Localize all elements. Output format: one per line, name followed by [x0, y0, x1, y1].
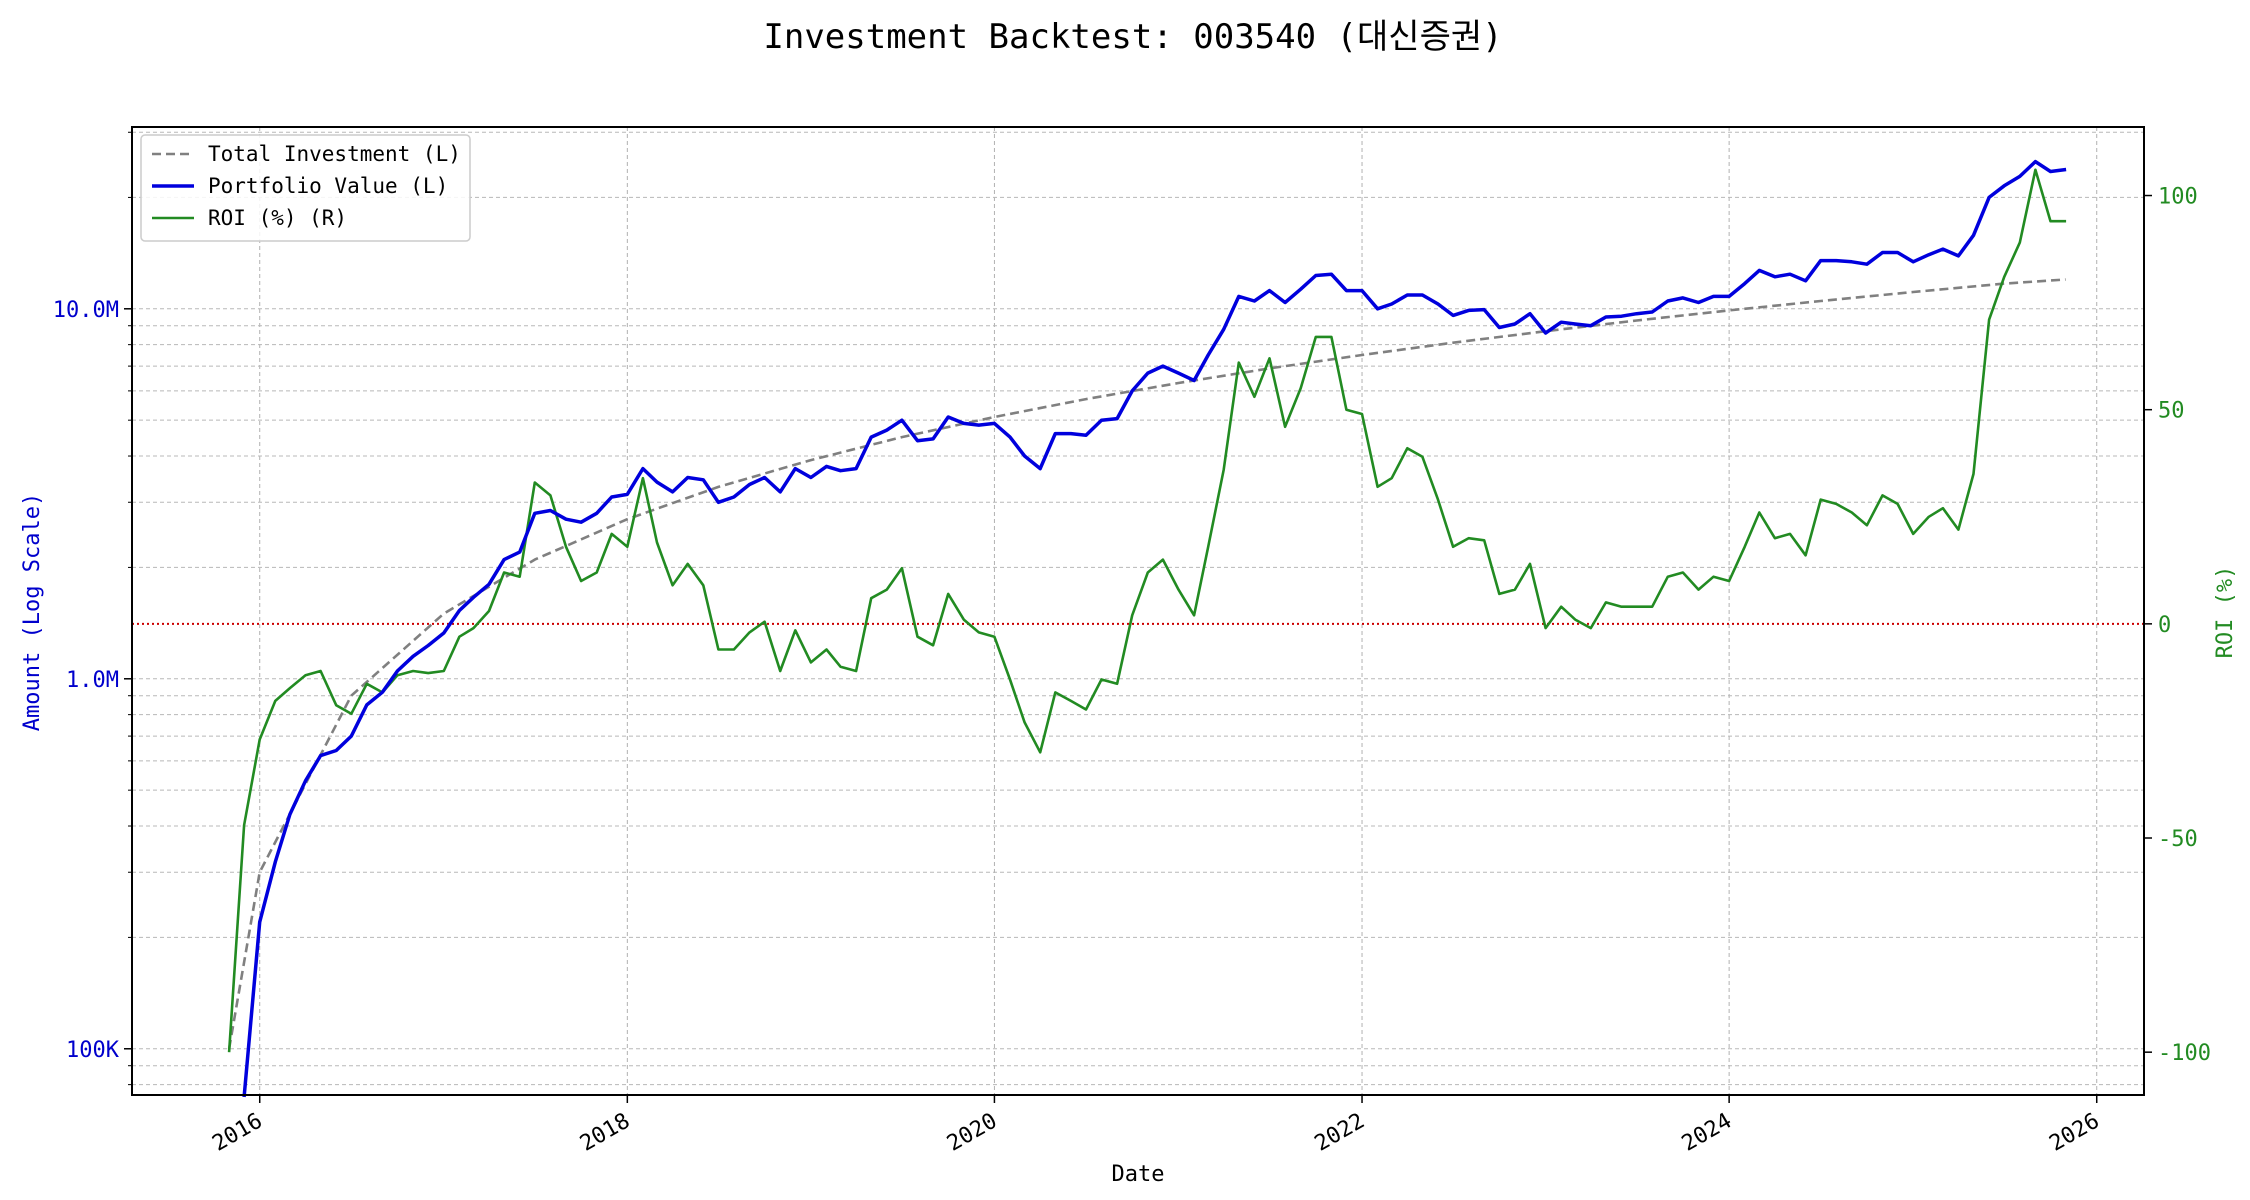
series-line-portfolio-value: [242, 159, 2067, 1098]
y-left-tick-label: 10.0M: [53, 298, 119, 323]
legend-label: Portfolio Value (L): [208, 174, 448, 198]
series-line-roi: [227, 168, 2067, 1053]
x-axis-label: Date: [1112, 1162, 1165, 1187]
y-right-tick-label: -100: [2158, 1041, 2211, 1066]
y-axis-right-label: ROI (%): [2213, 566, 2238, 659]
legend-box: [140, 134, 471, 242]
series-line-total-investment: [227, 278, 2066, 1050]
y-axis-right: -100 -50 0 50 100: [2144, 185, 2211, 1066]
y-left-tick-label: 100K: [66, 1038, 120, 1063]
legend-label: ROI (%) (R): [208, 206, 347, 230]
y-axis-left-label: Amount (Log Scale): [20, 493, 45, 731]
legend-label: Total Investment (L): [208, 142, 461, 166]
y-right-tick-label: 0: [2158, 613, 2171, 638]
grid: [132, 127, 2144, 1095]
y-axis-left: 100K 1.0M 10.0M: [53, 131, 132, 1086]
y-right-tick-label: -50: [2158, 827, 2198, 852]
plot-area-frame: [131, 126, 2145, 1096]
y-left-tick-label: 1.0M: [66, 668, 119, 693]
y-right-tick-label: 100: [2158, 185, 2198, 210]
y-right-tick-label: 50: [2158, 399, 2185, 424]
legend: Total Investment (L) Portfolio Value (L) R…: [140, 134, 471, 242]
chart-title: Investment Backtest: 003540 (대신증권): [763, 17, 1502, 57]
series-layer: [227, 159, 2067, 1098]
